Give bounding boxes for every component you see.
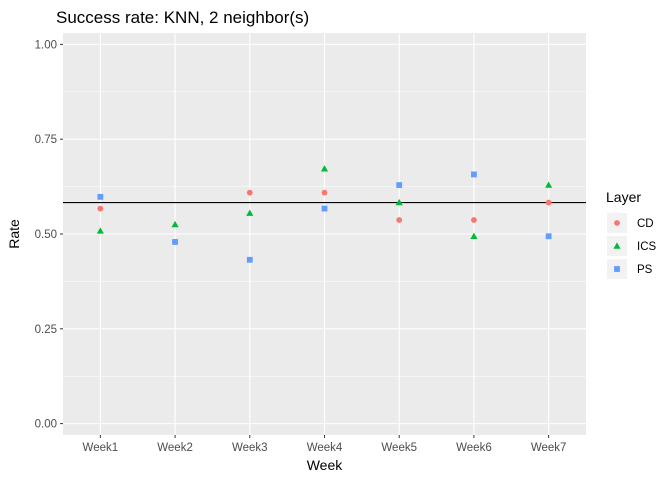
point-ics-week6 (470, 232, 478, 239)
x-axis: Week1 Week2 Week3 Week4 Week5 Week6 Week7 (83, 435, 567, 454)
point-ics-week4 (320, 165, 329, 172)
y-tick-label: 0.75 (35, 134, 57, 146)
point-ps-week5 (396, 182, 403, 188)
x-tick-label: Week6 (456, 442, 492, 454)
point-ps-week2 (172, 239, 178, 245)
x-tick-label: Week4 (307, 442, 343, 454)
point-cd-week1 (97, 205, 104, 212)
point-cd-week4 (321, 189, 328, 196)
point-ps-week6 (471, 171, 477, 178)
legend-title: Layer (606, 189, 641, 205)
point-ics-week5 (395, 198, 403, 206)
y-axis: 0.00 0.25 0.50 0.75 1.00 (35, 39, 63, 431)
legend-key-cd (614, 220, 620, 226)
x-axis-title: Week (307, 457, 344, 473)
legend-key-ics (613, 242, 621, 249)
point-ps-week3 (246, 256, 253, 263)
legend-key-ps (614, 266, 620, 272)
y-tick-label: 1.00 (35, 39, 57, 51)
point-ics-week2 (171, 220, 179, 228)
x-tick-label: Week7 (531, 442, 567, 454)
point-cd-week7 (545, 199, 552, 206)
y-axis-title: Rate (6, 219, 22, 249)
point-ps-week7 (545, 233, 552, 240)
legend: Layer CD ICS PS (606, 189, 657, 279)
y-tick-label: 0.50 (35, 229, 57, 241)
legend-item-ics: ICS (607, 236, 657, 256)
point-cd-week3 (246, 189, 253, 196)
y-tick-label: 0.00 (35, 419, 57, 431)
point-ps-week4 (321, 205, 328, 212)
x-tick-label: Week2 (157, 442, 193, 454)
legend-item-cd: CD (607, 213, 654, 233)
legend-label: PS (637, 264, 653, 276)
point-ics-week7 (545, 181, 553, 188)
data-points (96, 165, 553, 263)
legend-label: CD (637, 218, 654, 230)
legend-label: ICS (637, 241, 657, 253)
point-cd-week5 (396, 217, 403, 223)
y-tick-label: 0.25 (35, 324, 57, 336)
x-tick-label: Week3 (232, 442, 268, 454)
point-ps-week1 (97, 193, 104, 200)
x-tick-label: Week5 (381, 442, 417, 454)
legend-item-ps: PS (607, 259, 653, 279)
x-tick-label: Week1 (83, 442, 119, 454)
point-ics-week3 (246, 209, 254, 216)
chart-title: Success rate: KNN, 2 neighbor(s) (56, 8, 309, 27)
point-cd-week6 (471, 217, 477, 223)
point-ics-week1 (96, 227, 104, 234)
